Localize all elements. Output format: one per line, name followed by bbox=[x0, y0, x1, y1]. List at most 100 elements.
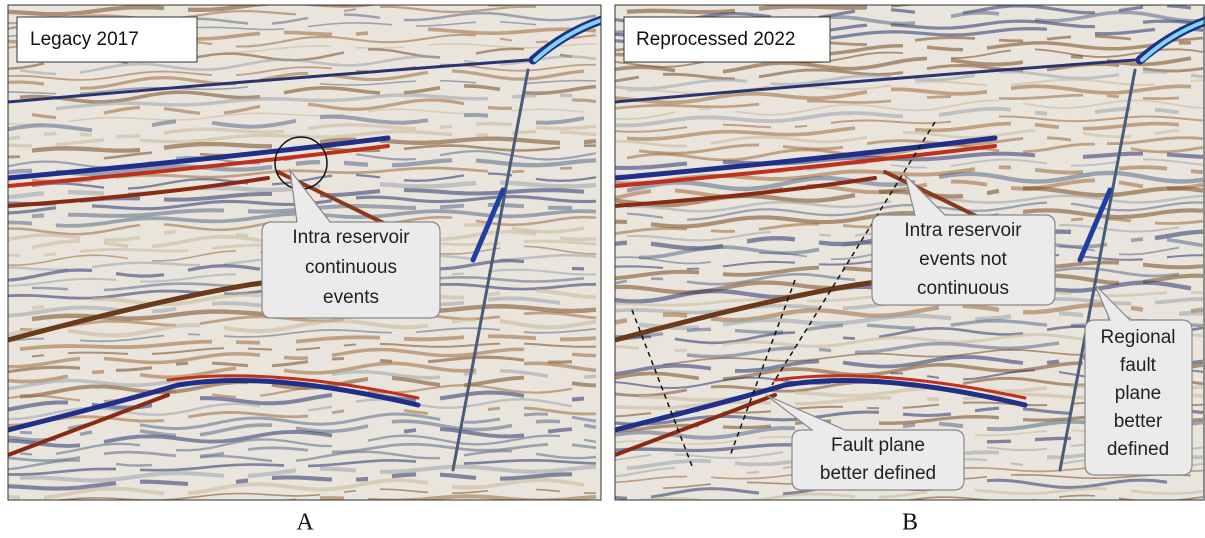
reflector-texture bbox=[19, 84, 597, 104]
horizon bbox=[615, 135, 998, 181]
reflector-texture bbox=[31, 136, 597, 153]
horizon bbox=[8, 135, 391, 181]
callout-text: events bbox=[323, 287, 379, 308]
horizon bbox=[1077, 187, 1113, 263]
horizon bbox=[8, 176, 270, 208]
reflector-texture bbox=[8, 449, 597, 471]
horizon bbox=[615, 58, 1137, 104]
reflector-texture bbox=[31, 98, 597, 120]
callout-text: better defined bbox=[820, 463, 936, 484]
reflector-texture bbox=[8, 478, 585, 500]
reflector-texture bbox=[615, 93, 1180, 110]
reflector-texture bbox=[8, 419, 597, 442]
horizon bbox=[8, 144, 390, 188]
callout-text: Regional bbox=[1101, 327, 1176, 348]
callout-text: continuous bbox=[305, 257, 397, 278]
reflector-texture bbox=[8, 427, 573, 448]
horizon bbox=[1140, 19, 1205, 62]
reflector-texture bbox=[615, 115, 1204, 133]
reflector-texture bbox=[626, 5, 1173, 15]
horizon bbox=[451, 68, 530, 472]
reflector-texture bbox=[19, 334, 597, 351]
horizon bbox=[615, 144, 997, 188]
reflector-texture bbox=[8, 442, 597, 462]
reflector-texture bbox=[615, 84, 1192, 105]
reflector-texture bbox=[8, 472, 573, 491]
callout-text: Intra reservoir bbox=[904, 220, 1022, 241]
reflector-texture bbox=[8, 121, 597, 141]
reflector-texture bbox=[615, 70, 1204, 91]
seismic-panel-a bbox=[8, 5, 601, 500]
reflector-texture bbox=[8, 108, 585, 126]
reflector-texture bbox=[615, 62, 1204, 83]
reflector-texture bbox=[615, 54, 1192, 74]
panel-letter: A bbox=[296, 510, 314, 536]
reflector-texture bbox=[19, 434, 597, 456]
callout-text: defined bbox=[1107, 439, 1169, 460]
reflector-texture bbox=[31, 342, 597, 358]
panel-title: Reprocessed 2022 bbox=[636, 29, 796, 50]
horizon bbox=[8, 378, 421, 433]
reflector-texture bbox=[8, 5, 523, 17]
horizon bbox=[8, 58, 530, 104]
horizon bbox=[615, 176, 877, 208]
reflector-texture bbox=[8, 69, 585, 90]
callout bbox=[765, 394, 965, 491]
reflector-texture bbox=[626, 194, 1204, 213]
reflector-texture bbox=[8, 327, 597, 343]
reflector-texture bbox=[615, 325, 1204, 345]
horizon bbox=[1058, 68, 1137, 472]
reflector-texture bbox=[8, 63, 597, 81]
reflector-texture bbox=[8, 129, 597, 148]
reflector-texture bbox=[54, 488, 597, 500]
reflector-texture bbox=[615, 369, 1204, 390]
horizon bbox=[8, 393, 170, 457]
reflector-texture bbox=[904, 494, 1204, 500]
reflector-texture bbox=[8, 406, 597, 427]
reflector-texture bbox=[615, 99, 1204, 121]
panel-frame bbox=[7, 4, 602, 501]
horizon bbox=[166, 374, 420, 400]
reflector-texture bbox=[633, 487, 1204, 500]
title-box bbox=[16, 16, 198, 63]
reflector-texture bbox=[19, 464, 597, 483]
callout-text: better bbox=[1114, 411, 1163, 432]
horizon bbox=[470, 187, 506, 263]
reflector-texture bbox=[31, 172, 597, 190]
reflector-texture bbox=[8, 239, 597, 257]
callout-text: events not bbox=[919, 249, 1007, 270]
reflector-texture bbox=[8, 112, 585, 133]
reflector-texture bbox=[19, 412, 597, 435]
reflector-texture bbox=[8, 361, 597, 384]
reflector-texture bbox=[8, 195, 597, 215]
reflector-texture bbox=[8, 158, 597, 177]
reflector-texture bbox=[8, 458, 597, 476]
callout bbox=[261, 167, 441, 319]
title-box bbox=[623, 16, 831, 63]
reflector-texture bbox=[626, 201, 1203, 221]
callout-text: Intra reservoir bbox=[292, 227, 410, 248]
panel-title: Legacy 2017 bbox=[30, 29, 139, 50]
reflector-texture bbox=[615, 165, 1204, 186]
reflector-texture bbox=[615, 302, 1204, 325]
panel-letter: B bbox=[902, 510, 918, 536]
callout-text: Fault plane bbox=[831, 435, 925, 456]
panel-frame bbox=[614, 4, 1205, 501]
reflector-texture bbox=[615, 406, 1204, 426]
horizon bbox=[773, 374, 1027, 400]
callout bbox=[1084, 284, 1193, 476]
horizon bbox=[615, 378, 1028, 433]
reflector-texture bbox=[686, 340, 1192, 359]
reflector-texture bbox=[8, 317, 597, 338]
reflector-texture bbox=[8, 215, 597, 236]
reflector-texture bbox=[8, 347, 597, 369]
callout bbox=[871, 173, 1056, 306]
horizon bbox=[533, 18, 601, 62]
fault-lines bbox=[631, 121, 936, 467]
reflector-texture bbox=[615, 332, 1204, 353]
callout-text: continuous bbox=[917, 278, 1009, 299]
reflector-texture bbox=[615, 361, 1204, 381]
reflector-texture bbox=[615, 354, 1204, 376]
reflector-texture bbox=[19, 55, 597, 76]
